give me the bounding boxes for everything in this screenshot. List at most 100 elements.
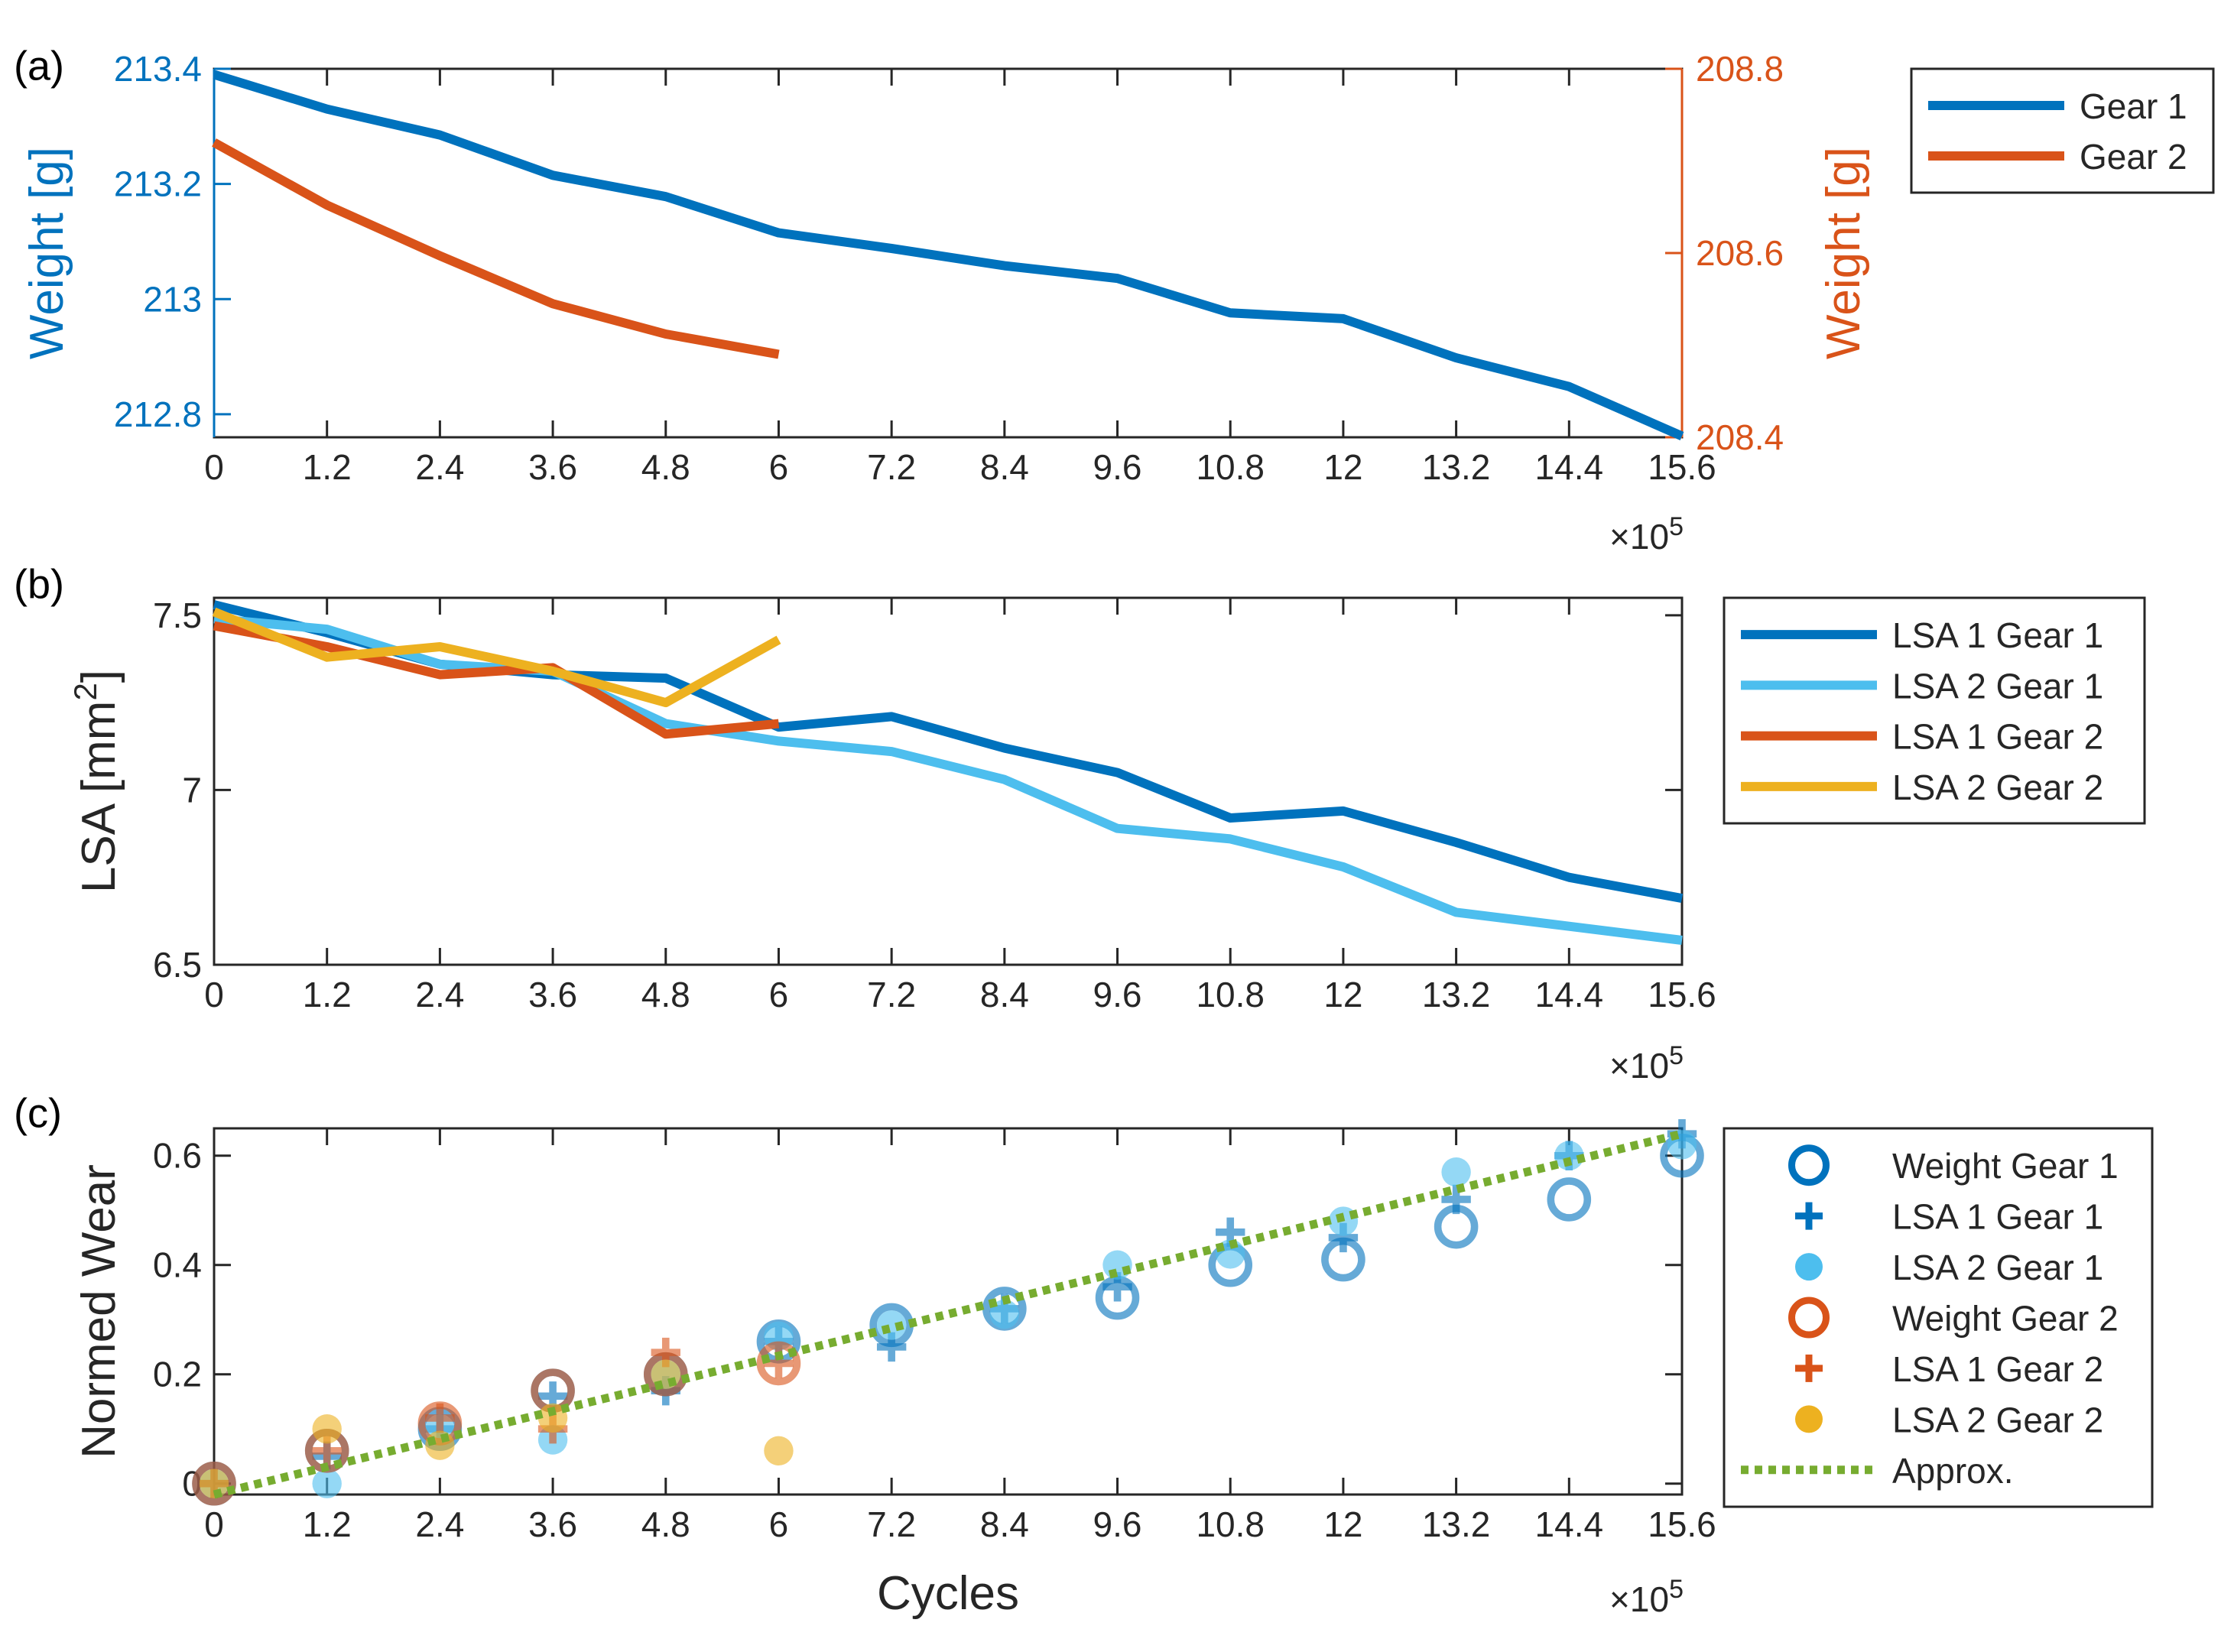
- y-left-tick-label: 213: [143, 279, 202, 319]
- legend-label: Gear 1: [2080, 86, 2187, 126]
- legend-label: LSA 2 Gear 2: [1892, 1400, 2103, 1439]
- x-tick-label: 12: [1323, 447, 1362, 487]
- x-tick-label: 10.8: [1196, 975, 1265, 1014]
- x-tick-label: 4.8: [641, 1504, 690, 1544]
- x-tick-label: 4.8: [641, 447, 690, 487]
- data-point: [764, 1436, 794, 1466]
- data-point: [1441, 1157, 1471, 1187]
- series-line-lsa-2-gear-2: [212, 607, 781, 708]
- legend-swatch: [1795, 1202, 1823, 1230]
- x-tick-label: 3.6: [528, 975, 577, 1014]
- x-tick-label: 13.2: [1422, 975, 1491, 1014]
- legend-item-lsa-2-gear-2: LSA 2 Gear 2: [1741, 768, 2103, 807]
- y-tick-label: 7.5: [153, 596, 202, 635]
- series-lsa-1-gear-2: [199, 1337, 794, 1498]
- data-point: [1441, 1184, 1471, 1215]
- legend-b: LSA 1 Gear 1 LSA 2 Gear 1 LSA 1 Gear 2 LSA …: [1723, 596, 2146, 825]
- x-exponent: ×105: [1609, 1041, 1684, 1086]
- data-point: [537, 1403, 568, 1433]
- legend-item-gear-2: Gear 2: [1928, 137, 2187, 177]
- panel-label: (b): [14, 561, 64, 607]
- y-axis-label-main: LSA [mm: [73, 701, 125, 894]
- x-tick-label: 3.6: [528, 1504, 577, 1544]
- x-exponent-power: 5: [1669, 1575, 1684, 1604]
- x-tick-label: 6: [769, 1504, 789, 1544]
- x-tick-label: 9.6: [1093, 975, 1142, 1014]
- x-tick-label: 1.2: [303, 975, 352, 1014]
- legend-label: LSA 1 Gear 1: [1892, 615, 2103, 655]
- panel-b: (b) 0 1.2 2.4 3.6 4.8 6 7.2 8.4 9.6 10.8 12 13.2 14.4…: [14, 561, 1716, 1086]
- legend-item-lsa-2-gear-2: LSA 2 Gear 2: [1795, 1400, 2103, 1439]
- y-axis-label: LSA [mm2]: [67, 670, 125, 893]
- x-exponent: ×105: [1609, 512, 1684, 557]
- x-tick-label: 0: [204, 975, 224, 1014]
- x-tick-label: 12: [1323, 1504, 1362, 1544]
- x-tick-label: 2.4: [415, 447, 464, 487]
- y-right-tick-label: 208.8: [1696, 49, 1784, 89]
- data-point: [192, 1461, 236, 1506]
- legend-swatch: [1795, 1405, 1823, 1433]
- y-tick-label: 0.2: [153, 1355, 202, 1394]
- x-tick-label: 9.6: [1093, 1504, 1142, 1544]
- x-tick-label: 8.4: [980, 1504, 1029, 1544]
- axes-box: [213, 1127, 1684, 1496]
- x-tick-label: 8.4: [980, 447, 1029, 487]
- legend-label: Approx.: [1892, 1451, 2014, 1491]
- legend-label: LSA 2 Gear 1: [1892, 1248, 2103, 1287]
- data-point: [199, 1469, 229, 1498]
- x-tick-label: 10.8: [1196, 447, 1265, 487]
- x-tick-label: 2.4: [415, 975, 464, 1014]
- legend-label: LSA 1 Gear 2: [1892, 717, 2103, 757]
- y-tick-label: 7: [182, 770, 202, 810]
- x-tick-label: 4.8: [641, 975, 690, 1014]
- x-exponent-power: 5: [1669, 512, 1684, 541]
- x-tick-label: 14.4: [1535, 1504, 1604, 1544]
- legend-c: Weight Gear 1 LSA 1 Gear 1 LSA 2 Gear 1 Wei…: [1723, 1127, 2154, 1508]
- series-line-lsa-2-gear-1: [213, 614, 1683, 945]
- legend-label: Weight Gear 2: [1892, 1299, 2119, 1339]
- x-tick-label: 8.4: [980, 975, 1029, 1014]
- y-left-tick-label: 213.2: [114, 164, 202, 204]
- x-tick-label: 9.6: [1093, 447, 1142, 487]
- x-tick-label: 6: [769, 975, 789, 1014]
- x-tick-label: 7.2: [867, 975, 916, 1014]
- series-line-gear-2: [212, 138, 780, 359]
- x-tick-label: 13.2: [1422, 1504, 1491, 1544]
- legend-item-lsa-2-gear-1: LSA 2 Gear 1: [1741, 666, 2103, 706]
- legend-swatch: [1795, 1354, 1823, 1382]
- data-point: [989, 1299, 1020, 1329]
- x-tick-label: 1.2: [303, 447, 352, 487]
- series-approx-: [213, 1129, 1684, 1499]
- y-left-tick-label: 212.8: [114, 394, 202, 434]
- y-right-tick-label: 208.4: [1696, 417, 1784, 457]
- x-axis-label: Cycles: [877, 1567, 1019, 1620]
- series-line-lsa-1-gear-2: [213, 621, 780, 739]
- legend-box: [1723, 1127, 2154, 1508]
- legend-item-lsa-1-gear-2: LSA 1 Gear 2: [1741, 717, 2103, 757]
- x-tick-label: 0: [204, 1504, 224, 1544]
- approx-line: [213, 1129, 1684, 1499]
- x-tick-label: 1.2: [303, 1504, 352, 1544]
- legend-item-lsa-1-gear-2: LSA 1 Gear 2: [1795, 1349, 2103, 1389]
- legend-item-weight-gear-1: Weight Gear 1: [1788, 1144, 2119, 1186]
- legend-item-gear-1: Gear 1: [1928, 86, 2187, 126]
- legend-label: LSA 1 Gear 1: [1892, 1197, 2103, 1237]
- x-tick-label: 7.2: [867, 447, 916, 487]
- legend-item-lsa-2-gear-1: LSA 2 Gear 1: [1795, 1248, 2103, 1287]
- legend-label: LSA 1 Gear 2: [1892, 1349, 2103, 1389]
- panel-c: (c) 0 1.2 2.4 3.6 4.8 6 7.2 8.4 9.6 10.8 12 13.2 14.4…: [14, 1090, 1716, 1620]
- y-tick-label: 0.6: [153, 1136, 202, 1176]
- legend-label: Gear 2: [2080, 137, 2187, 177]
- x-tick-label: 7.2: [867, 1504, 916, 1544]
- axes-box: [213, 596, 1684, 966]
- x-exponent-base: ×10: [1609, 1579, 1669, 1619]
- panel-a: (a) 0 1.2 2.4 3.6 4.8 6 7.2 8.4 9.6 10.8 12 13.2 14.4…: [14, 43, 1870, 557]
- legend-item-lsa-1-gear-1: LSA 1 Gear 1: [1795, 1197, 2103, 1237]
- x-tick-label: 14.4: [1535, 447, 1604, 487]
- legend-label: Weight Gear 1: [1892, 1146, 2119, 1186]
- x-exponent-base: ×10: [1609, 517, 1669, 557]
- y-right-tick-label: 208.6: [1696, 233, 1784, 273]
- legend-swatch: [1795, 1253, 1823, 1281]
- x-tick-label: 13.2: [1422, 447, 1491, 487]
- x-exponent-base: ×10: [1609, 1046, 1669, 1086]
